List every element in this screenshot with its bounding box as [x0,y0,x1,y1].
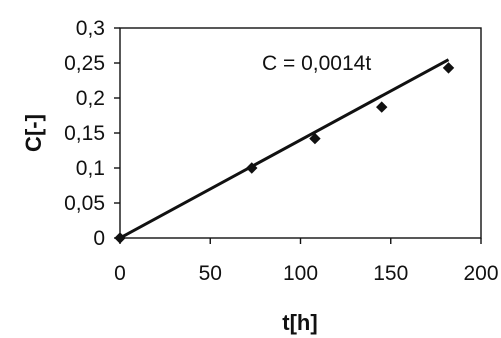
x-axis-title: t[h] [282,310,317,335]
y-tick-label: 0,2 [76,87,105,110]
data-point [246,162,258,174]
trendline [119,58,450,240]
data-point [376,101,388,113]
trendline-group [119,58,450,240]
x-tick-label: 0 [114,262,126,285]
y-tick-label: 0,25 [64,52,105,75]
x-tick-label: 100 [283,262,318,285]
y-tick-label: 0,3 [76,17,105,40]
data-point [114,232,126,244]
y-tick-label: 0,15 [64,122,105,145]
y-tick-label: 0,1 [76,157,105,180]
trendline-equation: C = 0,0014t [262,52,371,75]
y-tick-label: 0 [93,227,105,250]
y-axis-title: C[-] [21,114,46,152]
data-point [309,132,321,145]
x-tick-label: 150 [373,262,408,285]
data-point [442,62,455,74]
x-tick-label: 50 [199,262,222,285]
data-markers [114,62,455,244]
y-tick-label: 0,05 [64,192,105,215]
axes: 0 0,05 0,1 0,15 0,2 0,25 0,3 0 50 100 150 200 [64,17,498,285]
x-tick-label: 200 [463,262,498,285]
